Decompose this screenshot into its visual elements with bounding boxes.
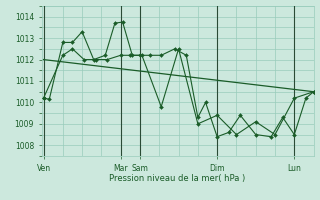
X-axis label: Pression niveau de la mer( hPa ): Pression niveau de la mer( hPa ) — [109, 174, 246, 183]
